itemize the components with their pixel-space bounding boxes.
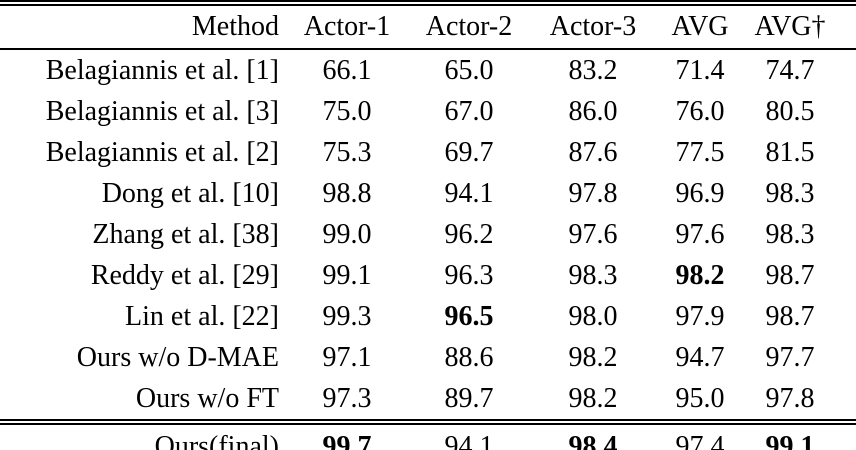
value-cell: 99.1 bbox=[745, 419, 856, 450]
header-avg-dagger: AVG† bbox=[745, 0, 856, 50]
value-cell: 74.7 bbox=[765, 54, 815, 86]
table-body: Belagiannis et al. [1] 66.1 65.0 83.2 71.4 74… bbox=[0, 49, 856, 450]
value-cell: 98.7 bbox=[765, 259, 815, 291]
method-cell: Belagiannis et al. [1] bbox=[45, 54, 279, 86]
value-cell: 97.1 bbox=[322, 341, 372, 373]
value-cell: 88.6 bbox=[444, 341, 494, 373]
value-cell: 99.1 bbox=[322, 259, 372, 291]
value-cell: 98.2 bbox=[568, 341, 618, 373]
value-cell: 97.8 bbox=[568, 177, 618, 209]
value-cell: 89.7 bbox=[444, 382, 494, 414]
value-cell: 86.0 bbox=[568, 95, 618, 127]
table-row: Zhang et al. [38] 99.0 96.2 97.6 97.6 98.3 bbox=[0, 214, 856, 255]
value-cell: 76.0 bbox=[675, 95, 725, 127]
header-row: Method Actor-1 Actor-2 Actor-3 AVG AVG† bbox=[0, 0, 856, 50]
value-cell: 71.4 bbox=[675, 54, 725, 86]
header-actor-1: Actor-1 bbox=[287, 0, 407, 50]
value-cell: 98.8 bbox=[322, 177, 372, 209]
method-cell: Reddy et al. [29] bbox=[90, 259, 279, 291]
value-cell: 98.3 bbox=[765, 218, 815, 250]
table-header: Method Actor-1 Actor-2 Actor-3 AVG AVG† bbox=[0, 0, 856, 50]
table-row: Belagiannis et al. [3] 75.0 67.0 86.0 76.0 80… bbox=[0, 91, 856, 132]
method-cell: Ours(final) bbox=[0, 419, 287, 450]
value-cell: 97.6 bbox=[568, 218, 618, 250]
method-cell: Dong et al. [10] bbox=[101, 177, 279, 209]
method-cell: Ours w/o FT bbox=[135, 382, 279, 414]
method-cell: Ours w/o D-MAE bbox=[76, 341, 279, 373]
value-cell: 77.5 bbox=[675, 136, 725, 168]
table-row: Lin et al. [22] 99.3 96.5 98.0 97.9 98.7 bbox=[0, 296, 856, 337]
method-cell: Zhang et al. [38] bbox=[92, 218, 279, 250]
value-cell: 80.5 bbox=[765, 95, 815, 127]
value-cell: 98.0 bbox=[568, 300, 618, 332]
table-row: Ours(final) 99.7 94.1 98.4 97.4 99.1 bbox=[0, 419, 856, 450]
value-cell: 97.8 bbox=[765, 382, 815, 414]
value-cell: 75.0 bbox=[322, 95, 372, 127]
table-row: Ours w/o D-MAE 97.1 88.6 98.2 94.7 97.7 bbox=[0, 337, 856, 378]
header-actor-3: Actor-3 bbox=[531, 0, 655, 50]
value-cell: 87.6 bbox=[568, 136, 618, 168]
table-row: Reddy et al. [29] 99.1 96.3 98.3 98.2 98.7 bbox=[0, 255, 856, 296]
value-cell: 96.3 bbox=[444, 259, 494, 291]
value-cell: 98.4 bbox=[531, 419, 655, 450]
value-cell: 97.3 bbox=[322, 382, 372, 414]
value-cell: 97.7 bbox=[765, 341, 815, 373]
value-cell: 96.2 bbox=[444, 218, 494, 250]
value-cell: 66.1 bbox=[322, 54, 372, 86]
header-method: Method bbox=[0, 0, 287, 50]
value-cell: 83.2 bbox=[568, 54, 618, 86]
value-cell: 96.5 bbox=[444, 300, 494, 332]
table-row: Belagiannis et al. [1] 66.1 65.0 83.2 71.4 74… bbox=[0, 49, 856, 91]
value-cell: 94.7 bbox=[675, 341, 725, 373]
value-cell: 99.0 bbox=[322, 218, 372, 250]
value-cell: 65.0 bbox=[444, 54, 494, 86]
table-row: Dong et al. [10] 98.8 94.1 97.8 96.9 98.3 bbox=[0, 173, 856, 214]
header-avg: AVG bbox=[655, 0, 745, 50]
method-cell: Belagiannis et al. [2] bbox=[45, 136, 279, 168]
value-cell: 98.3 bbox=[568, 259, 618, 291]
value-cell: 67.0 bbox=[444, 95, 494, 127]
value-cell: 98.7 bbox=[765, 300, 815, 332]
value-cell: 97.4 bbox=[655, 419, 745, 450]
method-cell: Lin et al. [22] bbox=[125, 300, 279, 332]
method-cell: Belagiannis et al. [3] bbox=[45, 95, 279, 127]
value-cell: 75.3 bbox=[322, 136, 372, 168]
value-cell: 99.3 bbox=[322, 300, 372, 332]
value-cell: 98.2 bbox=[568, 382, 618, 414]
value-cell: 95.0 bbox=[675, 382, 725, 414]
value-cell: 81.5 bbox=[765, 136, 815, 168]
table-row: Belagiannis et al. [2] 75.3 69.7 87.6 77.5 81… bbox=[0, 132, 856, 173]
header-actor-2: Actor-2 bbox=[407, 0, 531, 50]
value-cell: 97.6 bbox=[675, 218, 725, 250]
table-row: Ours w/o FT 97.3 89.7 98.2 95.0 97.8 bbox=[0, 378, 856, 422]
value-cell: 94.1 bbox=[407, 419, 531, 450]
value-cell: 97.9 bbox=[675, 300, 725, 332]
value-cell: 98.2 bbox=[675, 259, 725, 291]
value-cell: 98.3 bbox=[765, 177, 815, 209]
value-cell: 96.9 bbox=[675, 177, 725, 209]
value-cell: 69.7 bbox=[444, 136, 494, 168]
value-cell: 94.1 bbox=[444, 177, 494, 209]
value-cell: 99.7 bbox=[287, 419, 407, 450]
